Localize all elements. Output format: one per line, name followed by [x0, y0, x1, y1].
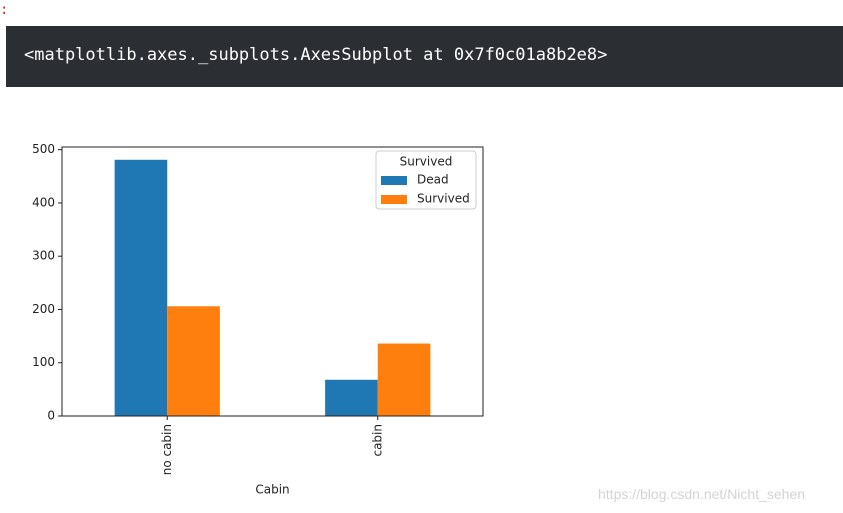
- bar: [114, 159, 168, 416]
- legend-label: Survived: [417, 192, 470, 206]
- output-cell: <matplotlib.axes._subplots.AxesSubplot a…: [6, 26, 843, 87]
- legend-swatch: [381, 195, 407, 204]
- y-tick-label: 200: [32, 302, 55, 316]
- y-tick-label: 400: [32, 195, 55, 209]
- x-tick-label: no cabin: [160, 424, 174, 475]
- bar: [167, 306, 220, 416]
- y-tick-label: 500: [32, 142, 55, 156]
- legend-label: Dead: [417, 173, 449, 187]
- prompt-fragment: :: [0, 2, 9, 18]
- legend-title: Survived: [400, 155, 453, 169]
- axes-frame: [61, 146, 484, 417]
- y-tick-label: 300: [32, 249, 55, 263]
- output-text: <matplotlib.axes._subplots.AxesSubplot a…: [24, 45, 608, 65]
- legend-swatch: [381, 176, 407, 185]
- watermark: https://blog.csdn.net/Nicht_sehen: [598, 486, 806, 502]
- legend-box: [375, 150, 477, 210]
- bar: [377, 343, 431, 416]
- x-tick-label: cabin: [370, 424, 384, 457]
- bar: [325, 379, 378, 416]
- y-tick-label: 100: [32, 355, 55, 369]
- x-axis-label: Cabin: [255, 483, 289, 497]
- y-tick-label: 0: [47, 409, 55, 423]
